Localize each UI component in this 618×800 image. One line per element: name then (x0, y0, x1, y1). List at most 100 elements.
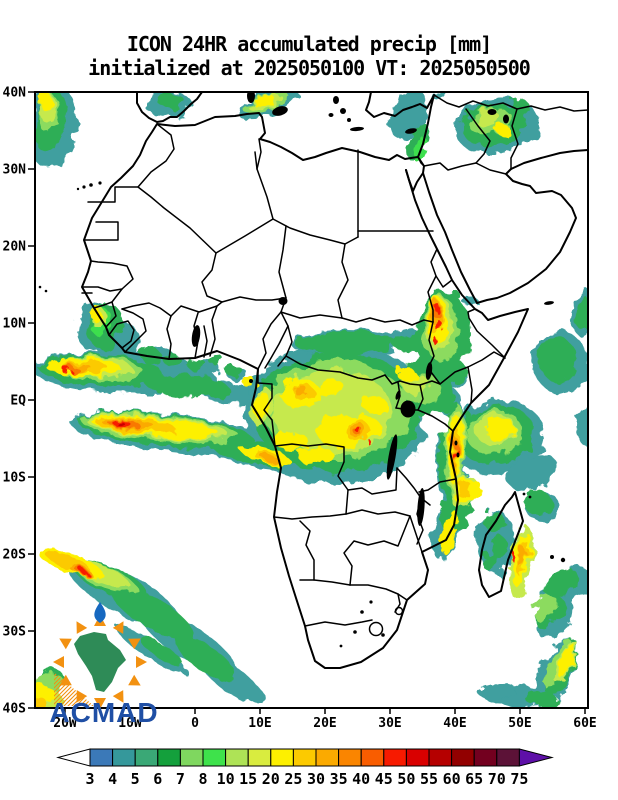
colorbar-segment (247, 748, 272, 767)
precip-blob (397, 367, 415, 381)
colorbar-overflow-arrow (518, 748, 554, 767)
precip-blob (174, 635, 238, 683)
country-border (299, 520, 315, 581)
lat-label-10S: 10S (3, 471, 27, 486)
precip-blob (511, 552, 517, 562)
island (347, 118, 351, 122)
island (405, 128, 417, 134)
country-border (337, 243, 349, 319)
country-border (435, 275, 453, 288)
country-border (278, 225, 287, 299)
precip-blob (90, 307, 102, 321)
island (328, 113, 334, 117)
precip-blob (483, 512, 505, 530)
lat-label-30S: 30S (3, 625, 27, 640)
precip-blob (478, 683, 516, 701)
colorbar-value-40: 40 (352, 770, 370, 788)
island (340, 108, 346, 114)
country-border (201, 252, 287, 303)
island (247, 92, 255, 103)
colorbar-segment (428, 748, 453, 767)
colorbar-underflow-arrow (56, 748, 91, 767)
colorbar-value-7: 7 (176, 770, 185, 788)
island (333, 96, 339, 104)
lake (278, 297, 288, 305)
colorbar-value-30: 30 (307, 770, 325, 788)
precip-blob (440, 510, 458, 554)
country-border (467, 308, 506, 359)
map-dot (76, 187, 80, 191)
precip-blob (476, 110, 500, 128)
country-border (417, 384, 424, 411)
colorbar-segment (496, 748, 520, 767)
colorbar-value-70: 70 (488, 770, 506, 788)
precip-blob (61, 367, 71, 373)
country-border (433, 94, 588, 112)
precip-blob (543, 569, 579, 597)
country-border (417, 409, 454, 432)
logo-wordmark: ACMAD (49, 697, 158, 728)
precip-blob (367, 439, 371, 445)
colorbar-segment (134, 748, 159, 767)
lake (400, 400, 416, 418)
lon-label-50E: 50E (508, 716, 531, 731)
precip-blob (575, 296, 588, 330)
country-border (203, 325, 208, 358)
country-border (264, 297, 289, 369)
country-border (467, 366, 473, 404)
lat-label-10N: 10N (3, 317, 27, 332)
colorbar-value-3: 3 (85, 770, 94, 788)
colorbar-segment (112, 748, 136, 767)
island (350, 126, 364, 132)
country-border (273, 513, 347, 520)
country-border (395, 381, 401, 409)
lon-label-60E: 60E (573, 716, 596, 731)
precip-blob (35, 696, 48, 708)
map-title: ICON 24HR accumulated precip [mm] initia… (0, 32, 618, 80)
island (249, 379, 253, 383)
colorbar-segment (89, 748, 114, 767)
logo-sun-ray (112, 690, 124, 703)
country-border (121, 302, 172, 317)
lake (417, 488, 425, 526)
precip-blob (40, 92, 52, 111)
colorbar-value-65: 65 (465, 770, 483, 788)
country-border (465, 108, 491, 164)
precip-blob (485, 416, 515, 442)
country-border (427, 321, 441, 385)
precip-blob (438, 321, 442, 333)
precip-blob (117, 422, 125, 426)
lake (395, 390, 401, 400)
precip-blob (490, 536, 508, 558)
map-dot (360, 610, 364, 614)
map-dot (38, 285, 42, 289)
precip-blob (576, 405, 588, 445)
island (454, 440, 458, 446)
precip-blob (453, 447, 457, 459)
lon-label-10W: 10W (118, 716, 142, 731)
precip-blob (434, 338, 438, 346)
map-dot (98, 181, 102, 185)
precip-blob (111, 586, 193, 640)
country-border (137, 151, 274, 254)
map-dot (339, 644, 343, 648)
colorbar-segment (202, 748, 227, 767)
country-border (299, 579, 351, 586)
colorbar-segment (157, 748, 181, 767)
precip-blob (363, 396, 387, 414)
precip-field-layer (35, 92, 588, 708)
country-border (304, 619, 373, 627)
lon-label-20E: 20E (313, 716, 336, 731)
precip-blob (139, 636, 185, 668)
country-border (121, 308, 147, 353)
colorbar-segment (405, 748, 430, 767)
enclave-border (394, 606, 404, 616)
coastline (136, 92, 203, 123)
precip-blob (209, 356, 225, 366)
colorbar-segment (315, 748, 340, 767)
country-border (417, 156, 425, 167)
lat-label-20S: 20S (3, 548, 27, 563)
map-dot (353, 630, 357, 634)
colorbar-value-55: 55 (420, 770, 438, 788)
lon-label-0: 0 (191, 716, 199, 731)
